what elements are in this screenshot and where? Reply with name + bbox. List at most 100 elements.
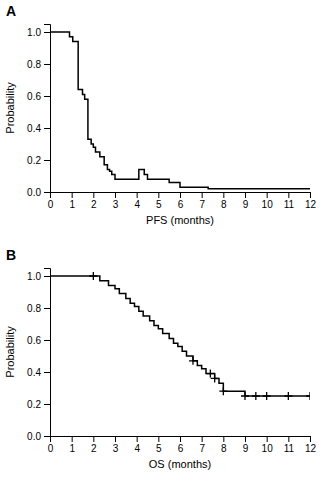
x-tick: 10 xyxy=(262,192,274,210)
x-tick-label: 0 xyxy=(48,199,54,210)
x-tick-mark xyxy=(223,192,224,198)
y-axis: 0.0 0.2 0.4 0.6 0.8 1.0 xyxy=(27,269,50,442)
y-tick-mark xyxy=(44,32,50,33)
x-tick-label: 8 xyxy=(221,199,227,210)
x-tick-label: 12 xyxy=(305,199,317,210)
y-tick: 1.0 xyxy=(27,271,50,282)
x-tick-label: 3 xyxy=(113,443,119,454)
x-tick-label: 8 xyxy=(221,443,227,454)
x-axis: 0123456789101112 xyxy=(48,436,317,454)
x-tick: 1 xyxy=(69,192,75,210)
x-tick-mark xyxy=(93,192,94,198)
x-tick: 4 xyxy=(134,192,140,210)
x-tick-label: 9 xyxy=(243,443,249,454)
x-tick-label: 4 xyxy=(134,199,140,210)
y-tick-mark xyxy=(44,436,50,437)
x-tick-mark xyxy=(72,192,73,198)
y-tick-mark xyxy=(44,404,50,405)
x-tick: 12 xyxy=(305,192,317,210)
x-tick-mark xyxy=(267,192,268,198)
x-tick-label: 6 xyxy=(178,199,184,210)
y-tick-label: 0.8 xyxy=(27,303,41,314)
censor-mark xyxy=(211,374,219,382)
x-tick-label: 10 xyxy=(262,443,274,454)
x-tick-label: 2 xyxy=(91,443,97,454)
y-tick: 0.2 xyxy=(27,155,50,166)
y-tick: 1.0 xyxy=(27,27,50,38)
y-tick: 0.4 xyxy=(27,367,50,378)
y-axis-title: Probability xyxy=(4,82,16,134)
x-tick-mark xyxy=(310,192,311,198)
plot-area xyxy=(50,272,310,400)
y-tick: 0.0 xyxy=(27,187,50,198)
y-tick-mark xyxy=(44,340,50,341)
x-tick-label: 0 xyxy=(48,443,54,454)
x-axis-title: OS (months) xyxy=(149,458,211,470)
panel-label: A xyxy=(6,3,16,19)
x-tick-mark xyxy=(115,192,116,198)
x-tick: 4 xyxy=(134,436,140,454)
y-tick: 0.2 xyxy=(27,399,50,410)
x-tick-mark xyxy=(72,436,73,442)
censor-mark xyxy=(89,272,97,280)
x-axis-title: PFS (months) xyxy=(146,214,214,226)
x-axis-line xyxy=(51,193,311,199)
y-tick-mark xyxy=(44,372,50,373)
x-tick-mark xyxy=(180,192,181,198)
x-tick: 0 xyxy=(48,436,54,454)
x-tick: 8 xyxy=(221,436,227,454)
x-tick: 1 xyxy=(69,436,75,454)
censor-mark xyxy=(284,392,292,400)
x-tick: 8 xyxy=(221,192,227,210)
censor-mark xyxy=(263,392,271,400)
x-tick-label: 4 xyxy=(134,443,140,454)
censor-mark xyxy=(306,392,310,400)
x-tick-mark xyxy=(202,436,203,442)
x-tick-mark xyxy=(267,436,268,442)
x-tick-mark xyxy=(137,436,138,442)
x-tick-label: 6 xyxy=(178,443,184,454)
x-tick-label: 11 xyxy=(284,199,295,210)
x-tick: 7 xyxy=(199,436,205,454)
y-tick-label: 1.0 xyxy=(27,27,41,38)
y-axis-title: Probability xyxy=(4,326,16,378)
x-tick: 7 xyxy=(199,192,205,210)
y-tick-label: 0.0 xyxy=(27,431,41,442)
x-tick: 5 xyxy=(156,192,162,210)
y-tick-mark xyxy=(44,192,50,193)
x-tick: 11 xyxy=(284,192,295,210)
y-tick: 0.8 xyxy=(27,59,50,70)
x-tick-mark xyxy=(310,436,311,442)
y-tick-label: 0.2 xyxy=(27,399,41,410)
x-tick-mark xyxy=(288,436,289,442)
x-tick-label: 9 xyxy=(243,199,249,210)
x-axis-line xyxy=(51,437,311,443)
panel: 01234567891011120.00.20.40.60.81.0OS (mo… xyxy=(4,247,316,470)
censor-mark xyxy=(206,370,214,378)
x-tick-label: 5 xyxy=(156,443,162,454)
x-tick: 2 xyxy=(91,192,97,210)
y-tick-label: 1.0 xyxy=(27,271,41,282)
y-tick-mark xyxy=(44,308,50,309)
x-tick-mark xyxy=(245,192,246,198)
y-axis-line xyxy=(44,269,51,437)
x-tick-mark xyxy=(115,436,116,442)
y-axis-line xyxy=(44,25,51,193)
y-tick-mark xyxy=(44,276,50,277)
censor-mark xyxy=(241,392,249,400)
panel: 01234567891011120.00.20.40.60.81.0PFS (m… xyxy=(4,3,316,226)
x-tick-label: 10 xyxy=(262,199,274,210)
x-tick: 9 xyxy=(243,192,249,210)
x-tick-mark xyxy=(180,436,181,442)
x-tick-mark xyxy=(158,192,159,198)
y-axis: 0.00.20.40.60.81.0 xyxy=(27,25,50,198)
y-tick-mark xyxy=(44,64,50,65)
y-tick-label: 0.6 xyxy=(27,335,41,346)
censor-mark xyxy=(189,357,197,365)
panel-label: B xyxy=(6,247,16,263)
x-tick: 0 xyxy=(48,192,54,210)
plot-area xyxy=(50,32,310,189)
x-tick: 10 xyxy=(262,436,274,454)
x-tick-mark xyxy=(158,436,159,442)
x-tick-mark xyxy=(202,192,203,198)
